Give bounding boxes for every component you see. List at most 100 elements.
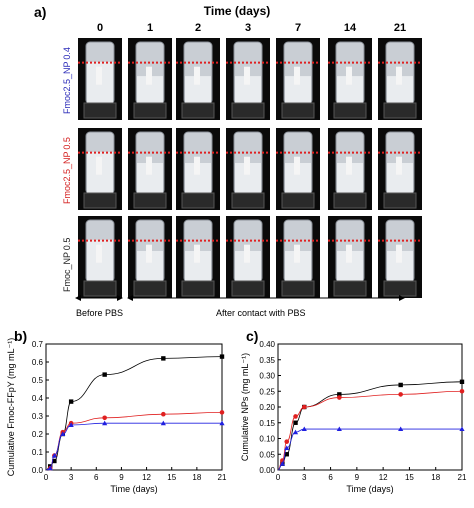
data-point-square bbox=[459, 379, 465, 384]
y-tick-label: 0.35 bbox=[259, 356, 275, 365]
vial-photo bbox=[226, 38, 270, 120]
data-point-circle bbox=[459, 388, 465, 394]
x-tick-label: 3 bbox=[302, 473, 307, 482]
vial-photo bbox=[78, 38, 122, 120]
series-fit-line bbox=[277, 428, 462, 471]
data-point-triangle bbox=[102, 420, 108, 426]
x-tick-label: 21 bbox=[458, 473, 467, 482]
x-tick-label: 6 bbox=[94, 473, 99, 482]
row-label: Fmoc2.5_NP 0.5 bbox=[62, 137, 72, 204]
data-point-circle bbox=[398, 392, 403, 397]
vial-photo bbox=[176, 38, 220, 120]
y-tick-label: 0.40 bbox=[259, 340, 275, 349]
row-label: Fmoc2.5_NP 0.4 bbox=[62, 47, 72, 114]
data-point-triangle bbox=[292, 429, 299, 435]
data-point-square bbox=[52, 458, 57, 464]
y-tick-label: 0.2 bbox=[32, 430, 44, 439]
x-tick-label: 3 bbox=[69, 473, 74, 482]
row-label: Fmoc_NP 0.5 bbox=[62, 237, 72, 292]
vial-photo bbox=[328, 216, 372, 298]
vial-photo bbox=[378, 128, 422, 210]
day-label-0: 0 bbox=[96, 22, 104, 34]
series-fit-line bbox=[45, 422, 222, 471]
data-point-square bbox=[68, 399, 74, 404]
vial-photo bbox=[328, 38, 372, 120]
data-point-circle bbox=[102, 415, 107, 421]
data-point-circle bbox=[284, 439, 290, 444]
x-tick-label: 15 bbox=[405, 473, 414, 482]
vial-photo bbox=[176, 128, 220, 210]
after-pbs-caption: After contact with PBS bbox=[216, 308, 306, 318]
x-tick-label: 9 bbox=[119, 473, 124, 482]
data-point-triangle bbox=[279, 461, 285, 466]
data-point-circle bbox=[337, 395, 342, 400]
data-point-circle bbox=[219, 410, 225, 415]
vial-photo bbox=[328, 128, 372, 210]
day-label-1: 1 bbox=[146, 22, 154, 34]
y-tick-label: 0.4 bbox=[32, 394, 44, 403]
chart-c: 0 3 6 9 12 15 18 21 0.00 0.05 0.10 0.15 0.20 0.25 0.30… bbox=[240, 340, 467, 494]
vial-photo bbox=[276, 38, 320, 120]
day-label-21: 21 bbox=[393, 22, 407, 34]
data-point-square bbox=[284, 452, 289, 457]
data-point-circle bbox=[161, 411, 166, 417]
data-point-triangle bbox=[68, 422, 74, 427]
vial-photo bbox=[176, 216, 220, 298]
vial-photo bbox=[378, 38, 422, 120]
before-pbs-caption: Before PBS bbox=[76, 308, 124, 318]
data-point-triangle bbox=[47, 465, 53, 471]
x-tick-label: 18 bbox=[192, 473, 201, 482]
day-label-3: 3 bbox=[244, 22, 252, 34]
y-axis-label: Cumulative Fmoc-FFpY (mg mL⁻¹) bbox=[6, 338, 16, 477]
data-point-triangle bbox=[459, 426, 465, 432]
data-point-triangle bbox=[160, 420, 166, 426]
vial-photo bbox=[128, 216, 172, 298]
chart-b: 0 3 6 9 12 15 18 21 0.0 0.1 0.2 0.3 0.4 0.5 0.6 0.7 Time… bbox=[6, 338, 227, 494]
series-fit-line bbox=[277, 381, 463, 471]
x-tick-label: 21 bbox=[218, 473, 227, 482]
timeline-arrows bbox=[75, 295, 405, 301]
data-point-square bbox=[102, 372, 107, 377]
panel-a-label: a) bbox=[34, 4, 47, 20]
data-point-triangle bbox=[284, 445, 290, 450]
data-point-square bbox=[337, 392, 342, 397]
vial-photo bbox=[276, 216, 320, 298]
vial-photo bbox=[276, 128, 320, 210]
x-tick-label: 6 bbox=[328, 473, 333, 482]
y-tick-label: 0.3 bbox=[32, 412, 44, 421]
data-point-square bbox=[398, 382, 403, 388]
data-point-square bbox=[293, 420, 298, 425]
x-axis-label: Time (days) bbox=[110, 484, 157, 494]
series-fit-line bbox=[45, 412, 223, 471]
x-axis-label: Time (days) bbox=[346, 484, 393, 494]
data-point-square bbox=[161, 356, 166, 361]
x-tick-label: 0 bbox=[276, 473, 281, 482]
y-axis-label: Cumulative NPs (mg mL⁻¹) bbox=[240, 353, 250, 461]
y-tick-label: 0.10 bbox=[259, 435, 275, 444]
y-tick-label: 0.25 bbox=[259, 387, 275, 396]
x-tick-label: 18 bbox=[431, 473, 440, 482]
y-tick-label: 0.00 bbox=[259, 466, 275, 475]
panel-b-label: b) bbox=[14, 328, 28, 344]
y-tick-label: 0.1 bbox=[32, 448, 44, 457]
vial-photo bbox=[78, 216, 122, 298]
vial-photo bbox=[78, 128, 122, 210]
data-point-square bbox=[219, 354, 225, 359]
y-tick-label: 0.05 bbox=[259, 450, 275, 459]
vial-photo bbox=[226, 128, 270, 210]
day-label-14: 14 bbox=[343, 22, 357, 34]
day-label-7: 7 bbox=[294, 22, 302, 34]
x-tick-label: 12 bbox=[379, 473, 388, 482]
data-point-circle bbox=[293, 414, 298, 419]
y-tick-label: 0.5 bbox=[32, 376, 44, 385]
figure-a-title: Time (days) bbox=[203, 4, 271, 18]
plot-frame bbox=[45, 343, 223, 471]
vial-photo bbox=[128, 128, 172, 210]
x-tick-label: 12 bbox=[142, 473, 151, 482]
data-point-circle bbox=[301, 404, 307, 410]
data-point-triangle bbox=[398, 426, 404, 432]
x-tick-label: 9 bbox=[355, 473, 360, 482]
panel-c-label: c) bbox=[246, 328, 259, 344]
day-label-2: 2 bbox=[194, 22, 202, 34]
x-tick-label: 15 bbox=[167, 473, 176, 482]
